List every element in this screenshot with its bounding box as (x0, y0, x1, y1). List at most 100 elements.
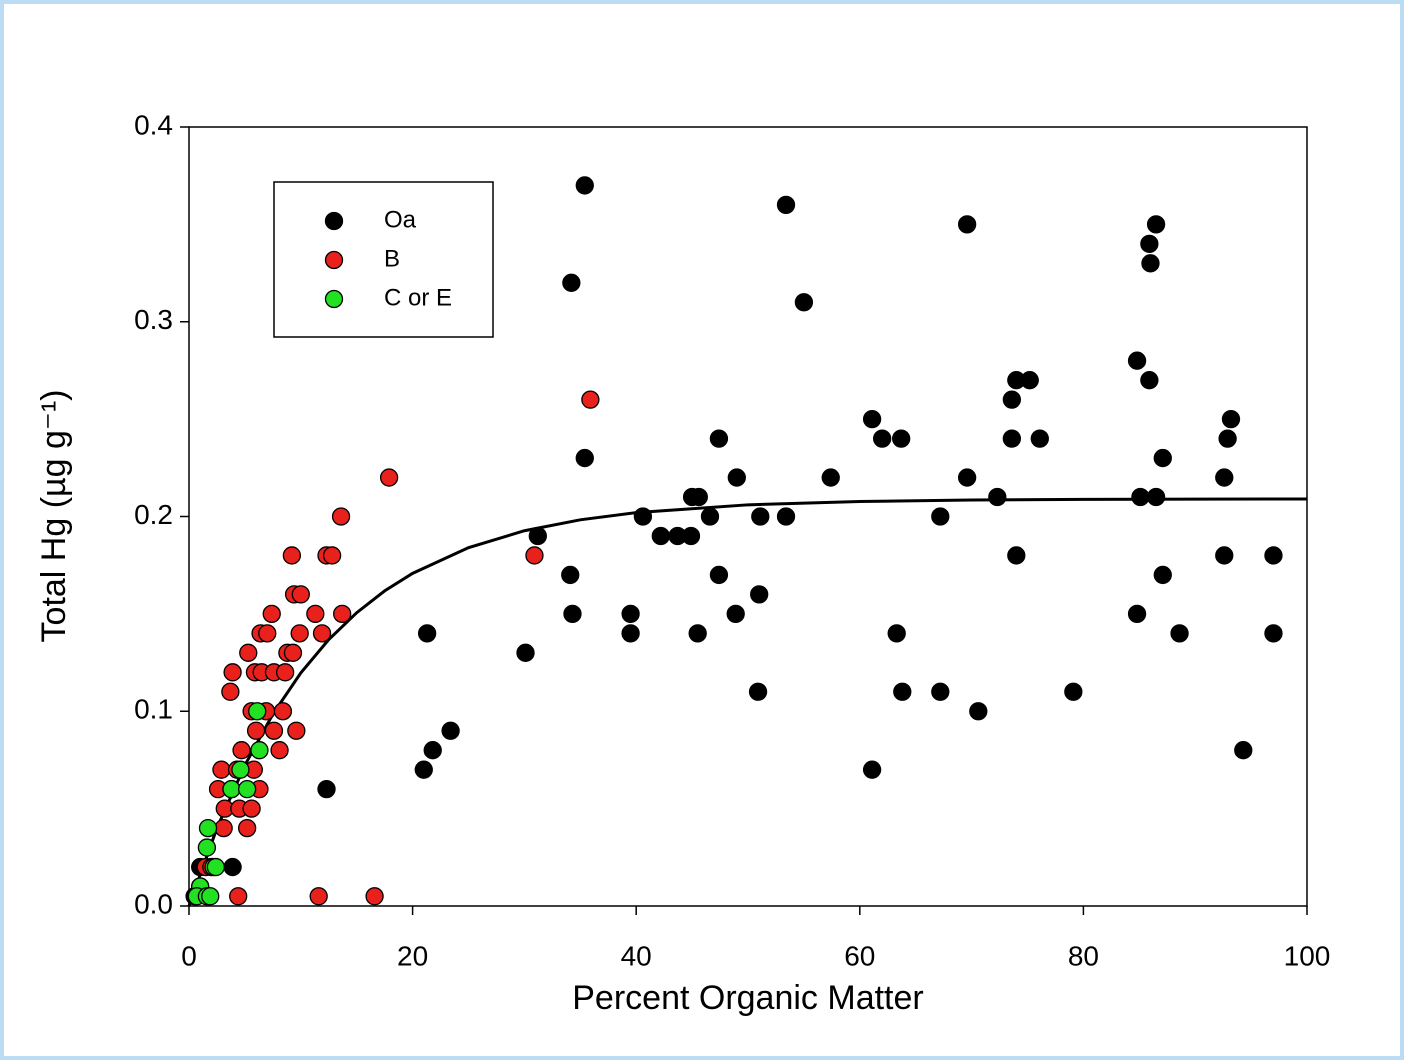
point (322, 546, 342, 565)
point (1030, 429, 1049, 448)
legend-marker (324, 250, 344, 270)
point (1215, 468, 1234, 487)
legend-label: Oa (384, 206, 417, 233)
point (417, 624, 437, 643)
point (575, 448, 594, 468)
legend-label: C or E (384, 284, 452, 311)
point (232, 741, 251, 760)
point (633, 507, 653, 526)
legend-box (273, 181, 494, 338)
point (873, 429, 892, 448)
point (1146, 487, 1166, 507)
point (317, 780, 336, 799)
point (197, 838, 217, 857)
x-tick-label: 80 (1068, 940, 1099, 971)
point (776, 195, 796, 215)
x-axis-label: Percent Organic Matter (572, 979, 923, 1017)
point (223, 857, 242, 877)
point (1146, 215, 1166, 234)
point (651, 526, 670, 546)
point (1264, 546, 1283, 565)
point (1264, 624, 1283, 643)
point (441, 721, 460, 740)
point (237, 780, 257, 799)
point (1020, 371, 1039, 390)
point (887, 624, 906, 643)
point (748, 682, 768, 701)
point (248, 702, 267, 721)
plot-frame (188, 126, 1308, 907)
point (312, 624, 332, 643)
point (528, 526, 547, 546)
point (222, 780, 241, 799)
point (231, 760, 250, 779)
point (309, 887, 328, 906)
point (709, 565, 729, 585)
point (331, 507, 351, 526)
y-tick-label: 0.4 (134, 109, 173, 140)
point (751, 507, 770, 526)
point (264, 721, 284, 740)
point (700, 507, 720, 526)
point (1221, 409, 1241, 429)
x-tick-label: 40 (621, 940, 652, 971)
point (1215, 546, 1234, 565)
legend-label: B (384, 245, 400, 272)
point (206, 857, 225, 877)
point (414, 760, 433, 779)
point (1141, 254, 1160, 273)
legend-marker (324, 211, 344, 231)
point (750, 585, 769, 604)
point (709, 429, 729, 448)
point (423, 741, 442, 760)
point (229, 887, 248, 906)
x-tick-label: 60 (844, 940, 875, 971)
point (516, 643, 535, 662)
point (1234, 741, 1253, 760)
point (1170, 624, 1189, 643)
point (287, 721, 306, 740)
legend-marker (324, 289, 344, 309)
x-tick-label: 0 (181, 940, 197, 971)
point (862, 409, 882, 429)
point (561, 565, 580, 585)
point (283, 643, 303, 662)
point (282, 546, 302, 565)
point (242, 799, 261, 818)
point (290, 624, 309, 643)
point (988, 487, 1007, 507)
point (794, 293, 814, 312)
point (776, 507, 796, 526)
y-tick-label: 0.1 (134, 694, 173, 725)
point (275, 663, 295, 682)
y-axis-label: Total Hg (µg g⁻¹) (35, 390, 73, 643)
point (1153, 448, 1172, 468)
point (862, 760, 882, 779)
point (1002, 390, 1021, 409)
point (931, 507, 950, 526)
point (333, 604, 352, 624)
x-tick-label: 100 (1284, 940, 1331, 971)
point (726, 604, 745, 624)
y-tick-label: 0.3 (134, 304, 173, 335)
point (1127, 604, 1147, 624)
point (821, 468, 840, 487)
point (250, 741, 269, 760)
y-tick-label: 0.2 (134, 499, 173, 530)
point (957, 215, 977, 234)
point (1131, 487, 1150, 507)
point (689, 487, 708, 507)
point (1140, 234, 1159, 254)
x-tick-label: 20 (397, 940, 428, 971)
point (893, 682, 912, 701)
point (957, 468, 977, 487)
point (1127, 351, 1147, 370)
point (681, 526, 701, 546)
point (246, 721, 266, 740)
point (581, 390, 600, 409)
point (212, 760, 231, 779)
point (198, 818, 218, 838)
point (273, 702, 293, 721)
